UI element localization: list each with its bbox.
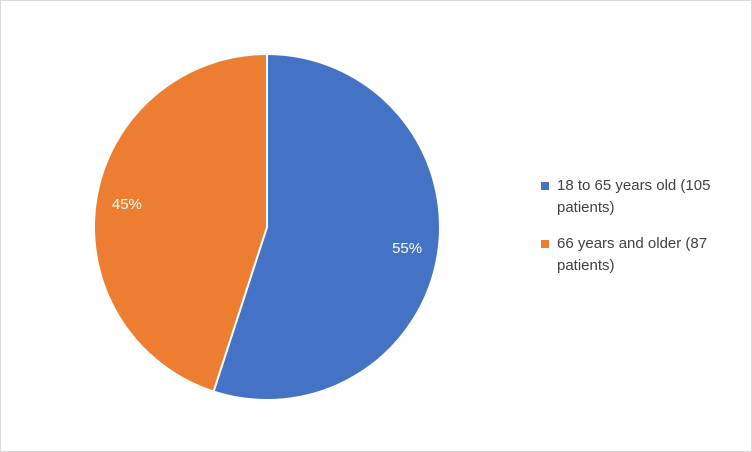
- legend-item: 18 to 65 years old (105 patients): [541, 175, 731, 219]
- legend: 18 to 65 years old (105 patients) 66 year…: [541, 175, 731, 291]
- legend-label: 66 years and older (87 patients): [557, 235, 708, 274]
- legend-swatch: [541, 240, 549, 248]
- pie-slice: [92, 52, 268, 393]
- legend-item: 66 years and older (87 patients): [541, 233, 731, 277]
- data-label: 45%: [112, 196, 142, 213]
- legend-label: 18 to 65 years old (105 patients): [557, 177, 711, 216]
- legend-swatch: [541, 182, 549, 190]
- data-label: 55%: [392, 240, 422, 257]
- pie-slice: [212, 52, 441, 401]
